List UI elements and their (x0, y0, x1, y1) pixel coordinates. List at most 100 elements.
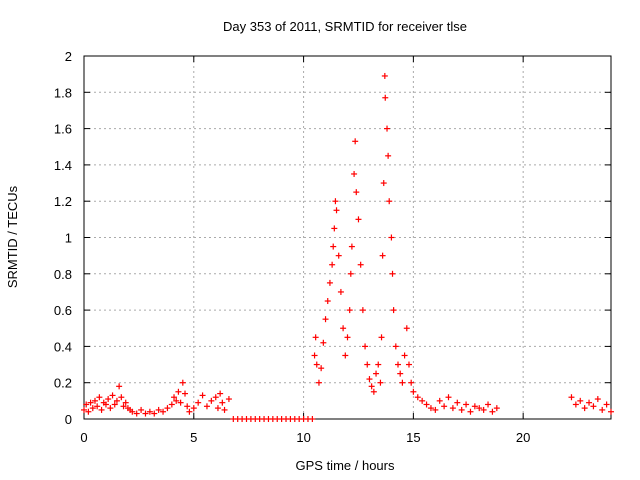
data-point (335, 252, 342, 259)
data-point (414, 394, 421, 401)
data-point (379, 252, 386, 259)
data-point (98, 406, 105, 413)
data-point (586, 399, 593, 406)
x-axis-label: GPS time / hours (296, 458, 395, 473)
data-point (329, 261, 336, 268)
data-point (326, 279, 333, 286)
data-point (313, 361, 320, 368)
data-point (410, 388, 417, 395)
data-point (186, 408, 193, 415)
data-point (118, 394, 125, 401)
data-point (164, 405, 171, 412)
y-tick-label: 1.8 (54, 85, 72, 100)
data-point (311, 352, 318, 359)
y-axis-label: SRMTID / TECUs (5, 185, 20, 288)
x-tick-label: 0 (80, 430, 87, 445)
data-point (568, 394, 575, 401)
data-point (347, 270, 354, 277)
data-point (397, 370, 404, 377)
data-point (346, 307, 353, 314)
data-point (449, 405, 456, 412)
data-point (408, 379, 415, 386)
data-point (221, 406, 228, 413)
data-point (199, 392, 206, 399)
data-point (129, 408, 136, 415)
data-point (138, 406, 145, 413)
data-point (599, 406, 606, 413)
data-point (182, 390, 189, 397)
data-point (427, 405, 434, 412)
x-tick-label: 15 (406, 430, 420, 445)
data-point (471, 403, 478, 410)
data-point (377, 379, 384, 386)
data-point (85, 408, 92, 415)
x-tick-label: 5 (190, 430, 197, 445)
y-tick-label: 1.4 (54, 158, 72, 173)
data-point (357, 261, 364, 268)
y-tick-label: 2 (65, 49, 72, 64)
data-point (81, 406, 87, 413)
data-point (122, 399, 129, 406)
data-point (105, 396, 112, 403)
data-point (330, 243, 337, 250)
data-point (445, 394, 452, 401)
data-points (81, 72, 614, 422)
x-ticks: 0 5 10 15 20 (80, 56, 530, 445)
data-point (151, 410, 158, 417)
data-point (203, 403, 210, 410)
data-point (322, 316, 329, 323)
data-point (480, 406, 487, 413)
data-point (312, 334, 319, 341)
data-point (212, 394, 219, 401)
data-point (581, 405, 588, 412)
data-point (133, 410, 140, 417)
data-point (160, 408, 167, 415)
data-point (171, 394, 178, 401)
data-point (378, 334, 385, 341)
data-point (116, 383, 123, 390)
data-point (351, 170, 358, 177)
data-point (590, 403, 597, 410)
data-point (441, 403, 448, 410)
data-point (324, 298, 331, 305)
data-point (109, 392, 116, 399)
data-point (309, 416, 316, 422)
data-point (366, 376, 373, 383)
y-tick-label: 1 (65, 231, 72, 246)
data-point (208, 397, 215, 404)
data-point (195, 399, 202, 406)
data-point (332, 198, 339, 205)
data-point (389, 270, 396, 277)
data-point (102, 401, 109, 408)
data-point (214, 405, 221, 412)
data-point (111, 401, 118, 408)
data-point (385, 152, 392, 159)
data-point (405, 361, 412, 368)
data-point (352, 138, 359, 145)
data-point (368, 383, 375, 390)
data-point (342, 352, 349, 359)
data-point (87, 399, 94, 406)
data-point (458, 406, 465, 413)
data-point (155, 406, 162, 413)
data-point (485, 401, 492, 408)
y-tick-label: 0.8 (54, 267, 72, 282)
data-point (184, 403, 191, 410)
data-point (179, 379, 186, 386)
data-point (399, 379, 406, 386)
data-point (318, 365, 325, 372)
data-point (577, 397, 584, 404)
data-point (340, 325, 347, 332)
data-point (359, 307, 366, 314)
data-point (333, 207, 340, 214)
data-point (401, 352, 408, 359)
data-point (432, 406, 439, 413)
data-point (594, 396, 601, 403)
y-tick-label: 0.4 (54, 339, 72, 354)
data-point (463, 401, 470, 408)
data-point (219, 399, 226, 406)
data-point (370, 388, 377, 395)
data-point (89, 405, 96, 412)
data-point (454, 399, 461, 406)
